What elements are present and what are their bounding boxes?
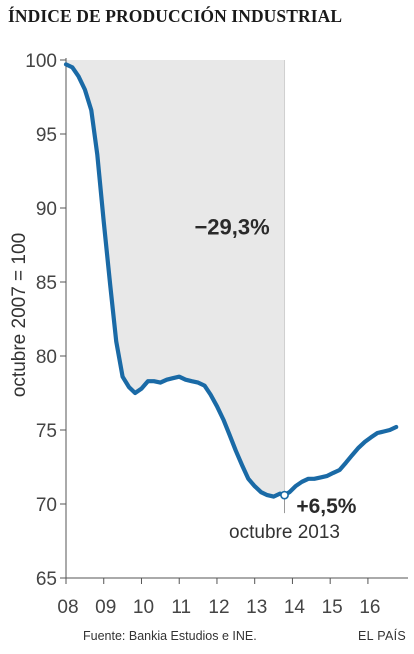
x-tick-label: 08 — [57, 597, 78, 618]
x-tick-label: 10 — [133, 597, 154, 618]
chart-title: ÍNDICE DE PRODUCCIÓN INDUSTRIAL — [8, 6, 343, 26]
x-tick-label: 11 — [171, 597, 191, 618]
axes — [65, 58, 408, 579]
x-tick-label: 16 — [359, 597, 380, 618]
shaded-area-layer — [66, 60, 286, 497]
x-tick-label: 14 — [284, 597, 306, 618]
series-line — [63, 62, 399, 499]
y-tick-label: 100 — [25, 51, 57, 72]
date-annotation: octubre 2013 — [229, 522, 340, 543]
y-tick-labels: 65 70 75 80 85 90 95 100 — [25, 51, 66, 590]
recovery-annotation: +6,5% — [296, 495, 356, 518]
y-tick-label: 65 — [36, 569, 57, 590]
x-tick-label: 12 — [208, 597, 229, 618]
y-tick-label: 90 — [36, 199, 57, 220]
y-axis-label: octubre 2007 = 100 — [9, 233, 30, 397]
x-tick-label: 09 — [95, 597, 116, 618]
decline-shaded-area — [66, 60, 285, 497]
y-tick-label: 95 — [36, 125, 57, 146]
trough-marker — [280, 490, 289, 500]
decline-annotation: −29,3% — [194, 215, 269, 240]
y-tick-label: 70 — [36, 495, 57, 516]
x-tick-label: 15 — [322, 597, 343, 618]
series-layer — [63, 62, 399, 499]
y-tick-label: 80 — [36, 347, 57, 368]
x-tick-label: 13 — [246, 597, 267, 618]
annotations: −29,3% +6,5% octubre 2013 — [194, 215, 356, 543]
x-tick-labels: 08 09 10 11 12 13 14 15 16 — [57, 578, 380, 618]
y-tick-label: 75 — [36, 421, 57, 442]
y-tick-label: 85 — [36, 273, 57, 294]
source-note: Fuente: Bankia Estudios e INE. — [83, 629, 257, 643]
brand-credit: EL PAÍS — [358, 629, 406, 643]
